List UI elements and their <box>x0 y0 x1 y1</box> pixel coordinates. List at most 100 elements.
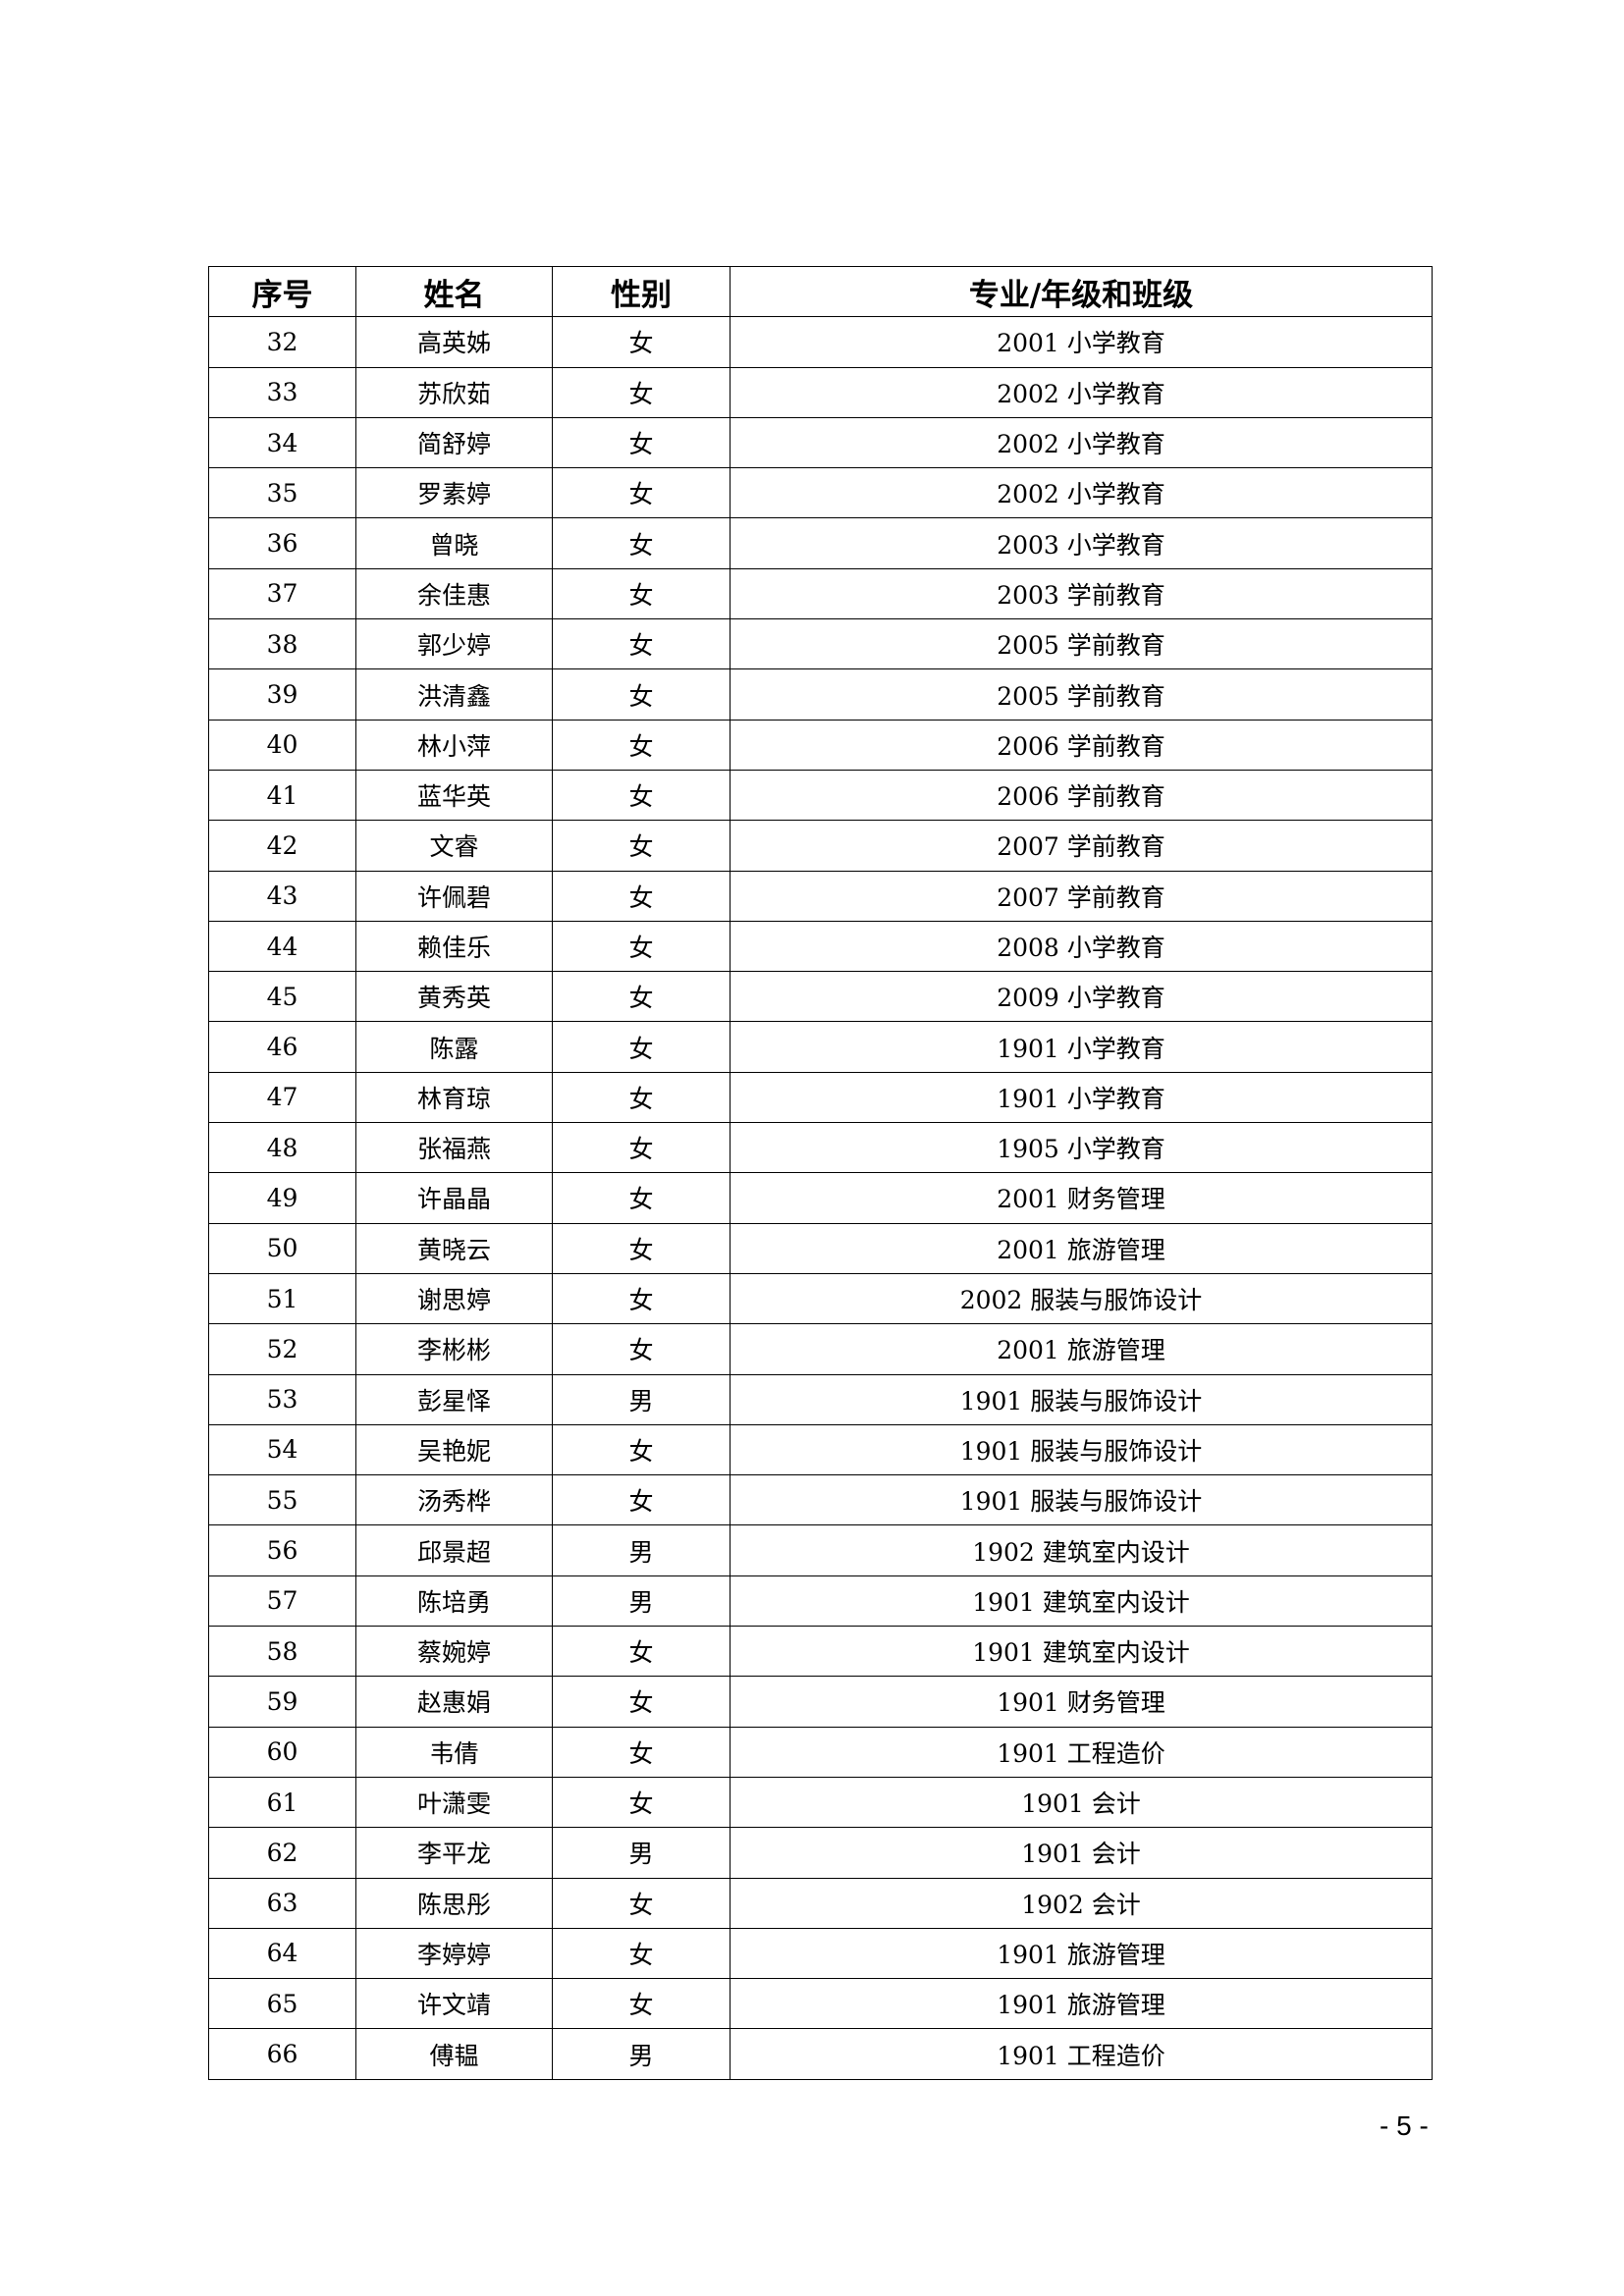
cell-major-class: 1901 工程造价 <box>730 1726 1433 1778</box>
cell-major-class: 2002 小学教育 <box>730 366 1433 418</box>
cell-name: 谢思婷 <box>355 1272 553 1325</box>
cell-index: 41 <box>208 769 356 822</box>
cell-gender: 女 <box>552 1272 731 1325</box>
cell-index: 35 <box>208 467 356 519</box>
cell-major-class: 2007 学前教育 <box>730 820 1433 872</box>
table-row: 32 高英姊女 2001 小学教育 <box>208 316 1433 368</box>
cell-name: 李平龙 <box>355 1827 553 1879</box>
cell-name: 韦倩 <box>355 1726 553 1778</box>
cell-major-class: 2001 旅游管理 <box>730 1323 1433 1375</box>
header-gender: 性别 <box>552 265 731 318</box>
cell-name: 蓝华英 <box>355 769 553 822</box>
cell-major-class: 1901 小学教育 <box>730 1021 1433 1073</box>
cell-gender: 女 <box>552 467 731 519</box>
table-row: 36 曾晓女 2003 小学教育 <box>208 517 1433 569</box>
table-row: 66 傅韫男 1901 工程造价 <box>208 2028 1433 2080</box>
cell-index: 42 <box>208 820 356 872</box>
cell-major-class: 1901 服装与服饰设计 <box>730 1423 1433 1476</box>
cell-major-class: 2005 学前教育 <box>730 668 1433 721</box>
cell-gender: 女 <box>552 366 731 418</box>
cell-name: 陈思彤 <box>355 1877 553 1929</box>
cell-name: 曾晓 <box>355 517 553 569</box>
cell-name: 林小萍 <box>355 719 553 771</box>
cell-name: 文睿 <box>355 820 553 872</box>
table-row: 54 吴艳妮女 1901 服装与服饰设计 <box>208 1423 1433 1476</box>
cell-index: 36 <box>208 517 356 569</box>
table-body: 32 高英姊女 2001 小学教育 33 苏欣茹女 2002 小学教育 34 简舒婷女 2002… <box>208 316 1433 2080</box>
cell-gender: 女 <box>552 1978 731 2030</box>
table-row: 41 蓝华英女 2006 学前教育 <box>208 769 1433 822</box>
cell-major-class: 1901 旅游管理 <box>730 1927 1433 1980</box>
cell-gender: 女 <box>552 769 731 822</box>
cell-index: 48 <box>208 1122 356 1174</box>
cell-gender: 女 <box>552 1423 731 1476</box>
cell-gender: 女 <box>552 920 731 973</box>
cell-major-class: 1901 会计 <box>730 1827 1433 1879</box>
cell-major-class: 2002 小学教育 <box>730 467 1433 519</box>
cell-index: 64 <box>208 1927 356 1980</box>
cell-gender: 女 <box>552 416 731 469</box>
cell-index: 39 <box>208 668 356 721</box>
cell-name: 赵惠娟 <box>355 1676 553 1728</box>
table-row: 63 陈思彤女 1902 会计 <box>208 1877 1433 1929</box>
cell-major-class: 1901 建筑室内设计 <box>730 1626 1433 1678</box>
cell-major-class: 2008 小学教育 <box>730 920 1433 973</box>
cell-major-class: 1902 会计 <box>730 1877 1433 1929</box>
table-row: 46 陈露女 1901 小学教育 <box>208 1021 1433 1073</box>
cell-index: 66 <box>208 2028 356 2080</box>
cell-major-class: 1901 服装与服饰设计 <box>730 1474 1433 1526</box>
cell-gender: 女 <box>552 1927 731 1980</box>
cell-major-class: 1901 小学教育 <box>730 1071 1433 1124</box>
cell-gender: 女 <box>552 567 731 620</box>
cell-index: 65 <box>208 1978 356 2030</box>
cell-name: 李婷婷 <box>355 1927 553 1980</box>
table-row: 47 林育琼女 1901 小学教育 <box>208 1071 1433 1124</box>
cell-gender: 女 <box>552 1626 731 1678</box>
cell-major-class: 2003 小学教育 <box>730 517 1433 569</box>
cell-gender: 女 <box>552 1323 731 1375</box>
table-row: 64 李婷婷女 1901 旅游管理 <box>208 1927 1433 1980</box>
cell-name: 许文靖 <box>355 1978 553 2030</box>
table-row: 48 张福燕女 1905 小学教育 <box>208 1122 1433 1174</box>
table-row: 39 洪清鑫女 2005 学前教育 <box>208 668 1433 721</box>
cell-index: 58 <box>208 1626 356 1678</box>
table-row: 52 李彬彬女 2001 旅游管理 <box>208 1323 1433 1375</box>
cell-name: 郭少婷 <box>355 618 553 670</box>
cell-index: 53 <box>208 1373 356 1425</box>
cell-major-class: 2009 小学教育 <box>730 971 1433 1023</box>
table-row: 62 李平龙男 1901 会计 <box>208 1827 1433 1879</box>
table-row: 56 邱景超男 1902 建筑室内设计 <box>208 1524 1433 1576</box>
cell-major-class: 2003 学前教育 <box>730 567 1433 620</box>
cell-name: 高英姊 <box>355 316 553 368</box>
table-row: 33 苏欣茹女 2002 小学教育 <box>208 366 1433 418</box>
cell-gender: 女 <box>552 1776 731 1829</box>
cell-gender: 女 <box>552 1021 731 1073</box>
cell-major-class: 2001 旅游管理 <box>730 1222 1433 1274</box>
cell-major-class: 2001 小学教育 <box>730 316 1433 368</box>
cell-gender: 女 <box>552 1222 731 1274</box>
table-row: 60 韦倩女 1901 工程造价 <box>208 1726 1433 1778</box>
cell-index: 63 <box>208 1877 356 1929</box>
cell-gender: 女 <box>552 1877 731 1929</box>
cell-index: 59 <box>208 1676 356 1728</box>
cell-name: 许晶晶 <box>355 1172 553 1224</box>
cell-gender: 男 <box>552 1524 731 1576</box>
cell-index: 49 <box>208 1172 356 1224</box>
cell-major-class: 2002 小学教育 <box>730 416 1433 469</box>
cell-index: 46 <box>208 1021 356 1073</box>
table-row: 57 陈培勇男 1901 建筑室内设计 <box>208 1575 1433 1628</box>
cell-index: 40 <box>208 719 356 771</box>
header-row: 序号 姓名 性别 专业/年级和班级 <box>208 265 1433 318</box>
cell-gender: 女 <box>552 1172 731 1224</box>
cell-name: 张福燕 <box>355 1122 553 1174</box>
cell-name: 李彬彬 <box>355 1323 553 1375</box>
cell-gender: 女 <box>552 517 731 569</box>
table-row: 61 叶潇雯女 1901 会计 <box>208 1776 1433 1829</box>
cell-gender: 男 <box>552 1827 731 1879</box>
table-row: 49 许晶晶女 2001 财务管理 <box>208 1172 1433 1224</box>
cell-name: 叶潇雯 <box>355 1776 553 1829</box>
cell-name: 苏欣茹 <box>355 366 553 418</box>
cell-index: 55 <box>208 1474 356 1526</box>
table-row: 37 余佳惠女 2003 学前教育 <box>208 567 1433 620</box>
cell-name: 邱景超 <box>355 1524 553 1576</box>
